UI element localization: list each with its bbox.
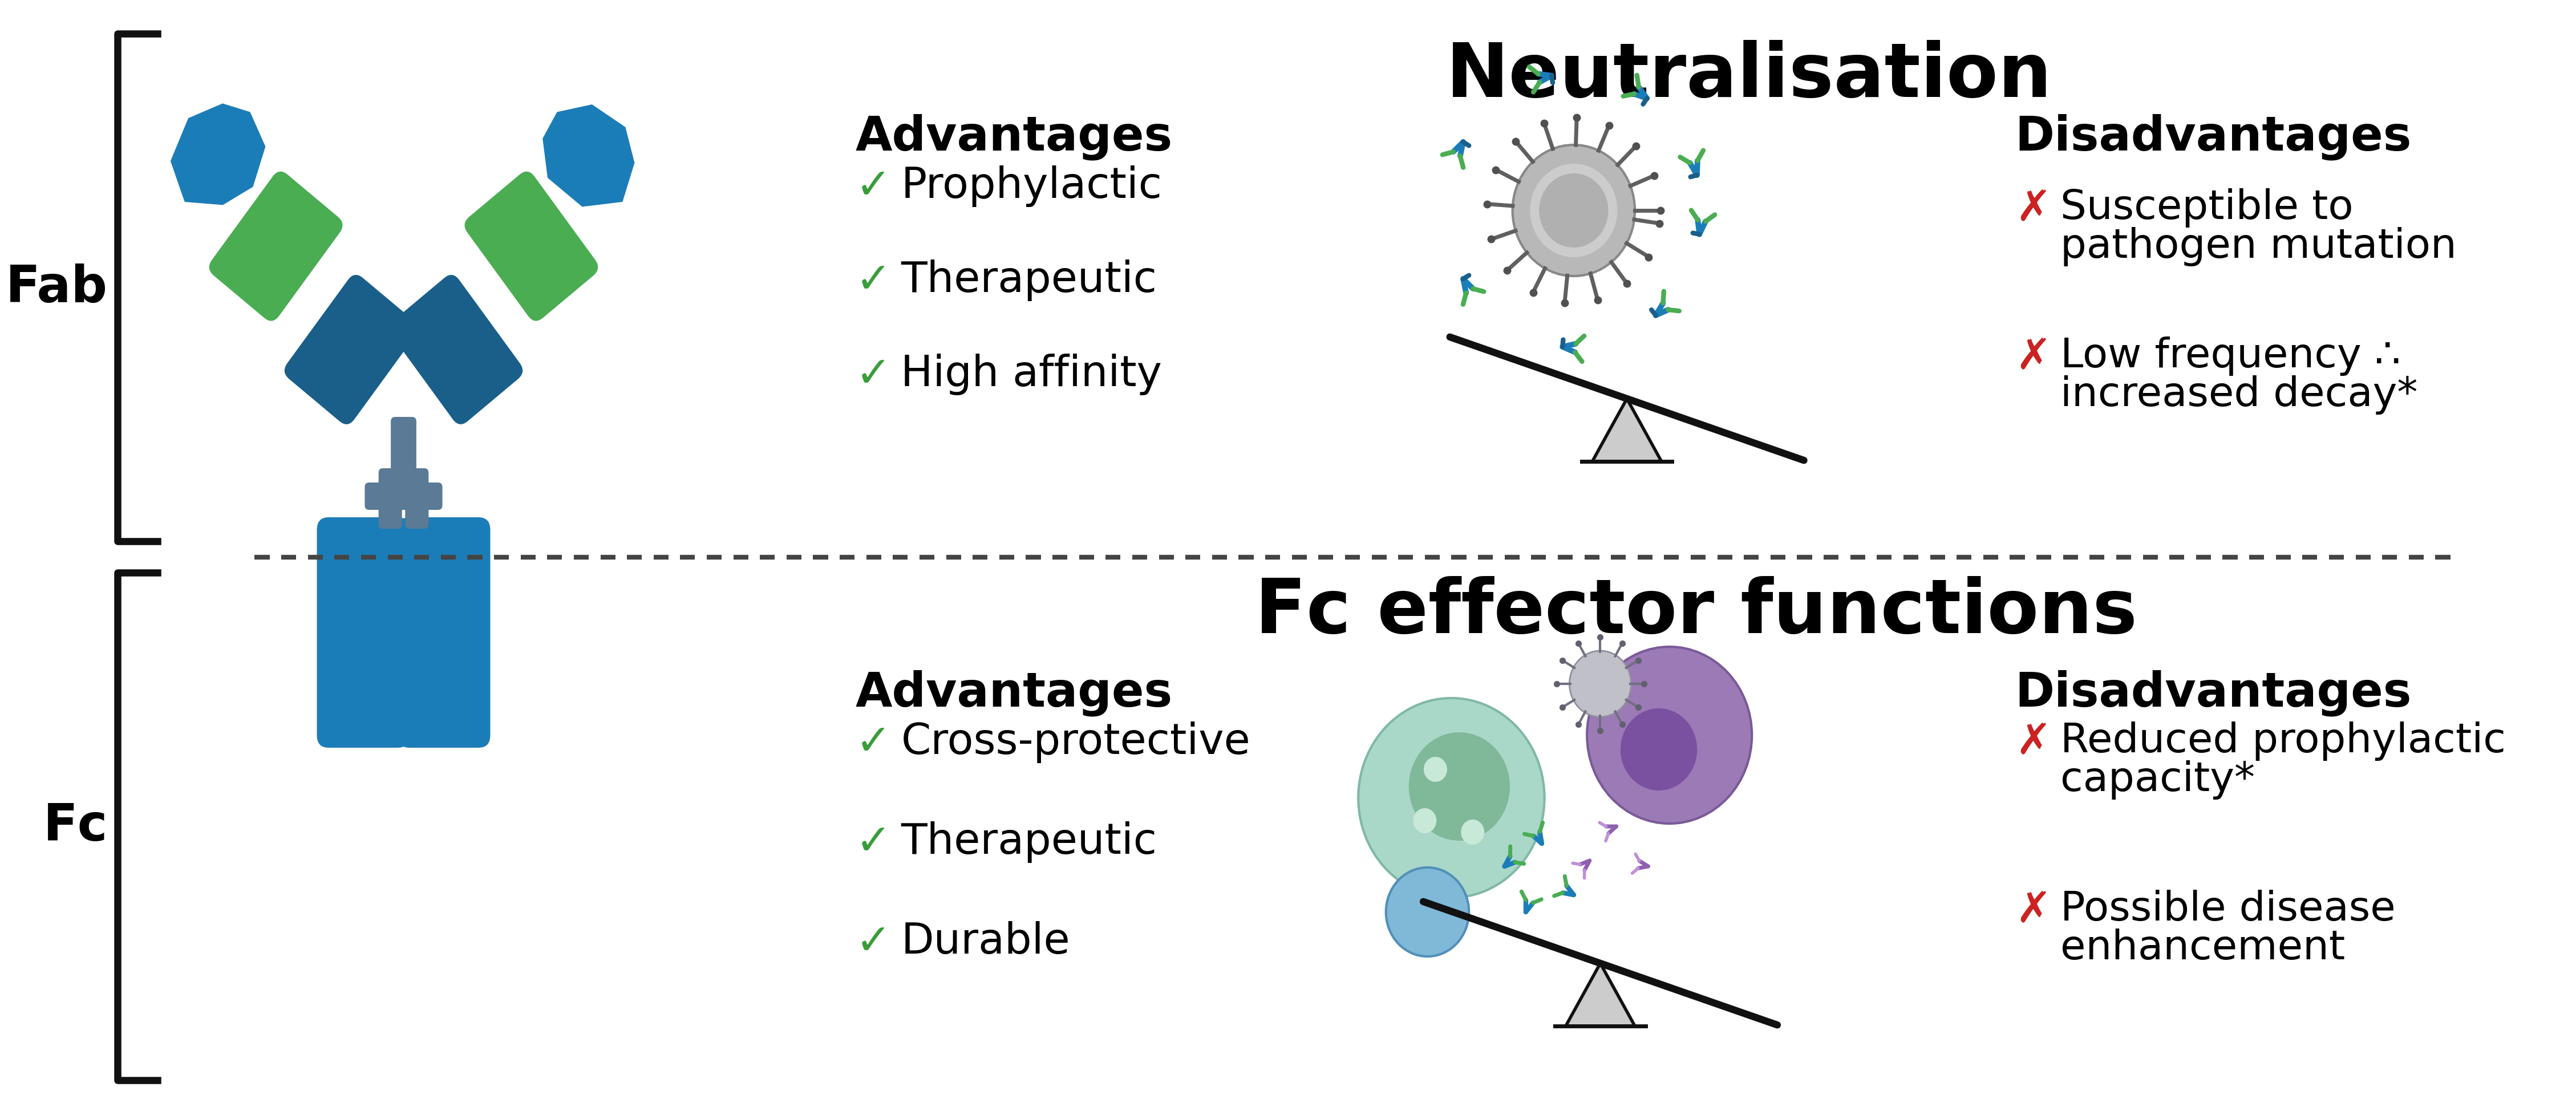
Text: Fab: Fab: [5, 263, 108, 312]
Polygon shape: [1566, 963, 1636, 1026]
Text: Fc: Fc: [44, 802, 108, 852]
Text: enhancement: enhancement: [2061, 928, 2344, 968]
Text: High affinity: High affinity: [902, 353, 1162, 395]
Text: ✓: ✓: [855, 921, 891, 962]
Text: Cross-protective: Cross-protective: [902, 721, 1249, 763]
Text: ✓: ✓: [855, 721, 891, 763]
Text: Low frequency ∴: Low frequency ∴: [2061, 337, 2401, 376]
Circle shape: [1425, 757, 1448, 782]
Text: Fc effector functions: Fc effector functions: [1255, 575, 2138, 648]
FancyBboxPatch shape: [392, 417, 417, 484]
Text: ✓: ✓: [855, 260, 891, 301]
Circle shape: [1414, 808, 1437, 833]
Circle shape: [1569, 651, 1631, 717]
FancyBboxPatch shape: [283, 275, 417, 425]
Circle shape: [1409, 733, 1510, 841]
Text: Disadvantages: Disadvantages: [2014, 670, 2411, 716]
Text: ✗: ✗: [2014, 890, 2050, 931]
Text: ✗: ✗: [2014, 188, 2050, 230]
Text: pathogen mutation: pathogen mutation: [2061, 226, 2458, 266]
Text: Advantages: Advantages: [855, 114, 1172, 161]
FancyBboxPatch shape: [317, 517, 410, 748]
Circle shape: [1620, 708, 1698, 791]
Text: ✗: ✗: [2014, 337, 2050, 378]
Circle shape: [1538, 174, 1607, 248]
Text: Reduced prophylactic: Reduced prophylactic: [2061, 721, 2506, 760]
FancyBboxPatch shape: [397, 517, 489, 748]
Text: Disadvantages: Disadvantages: [2014, 114, 2411, 161]
Text: capacity*: capacity*: [2061, 759, 2254, 799]
Polygon shape: [170, 104, 265, 205]
Circle shape: [1461, 820, 1484, 845]
Text: ✓: ✓: [855, 353, 891, 395]
Circle shape: [1386, 867, 1468, 957]
Text: Prophylactic: Prophylactic: [902, 165, 1162, 207]
FancyBboxPatch shape: [209, 172, 343, 321]
Text: ✓: ✓: [855, 165, 891, 207]
Circle shape: [1587, 647, 1752, 824]
Text: Therapeutic: Therapeutic: [902, 821, 1157, 863]
Text: Neutralisation: Neutralisation: [1445, 40, 2053, 113]
FancyBboxPatch shape: [379, 468, 402, 529]
Polygon shape: [544, 105, 634, 207]
FancyBboxPatch shape: [404, 468, 428, 529]
Circle shape: [1530, 164, 1618, 258]
Text: ✗: ✗: [2014, 721, 2050, 763]
FancyBboxPatch shape: [464, 172, 598, 321]
Text: Advantages: Advantages: [855, 670, 1172, 716]
Text: Possible disease: Possible disease: [2061, 890, 2396, 929]
Text: Therapeutic: Therapeutic: [902, 260, 1157, 301]
Text: increased decay*: increased decay*: [2061, 375, 2419, 415]
Text: Susceptible to: Susceptible to: [2061, 188, 2354, 227]
Text: ✓: ✓: [855, 821, 891, 863]
Polygon shape: [1592, 399, 1662, 462]
Circle shape: [1512, 145, 1636, 277]
FancyBboxPatch shape: [366, 483, 443, 511]
FancyBboxPatch shape: [389, 275, 523, 425]
Circle shape: [1358, 698, 1546, 898]
Text: Durable: Durable: [902, 921, 1069, 962]
